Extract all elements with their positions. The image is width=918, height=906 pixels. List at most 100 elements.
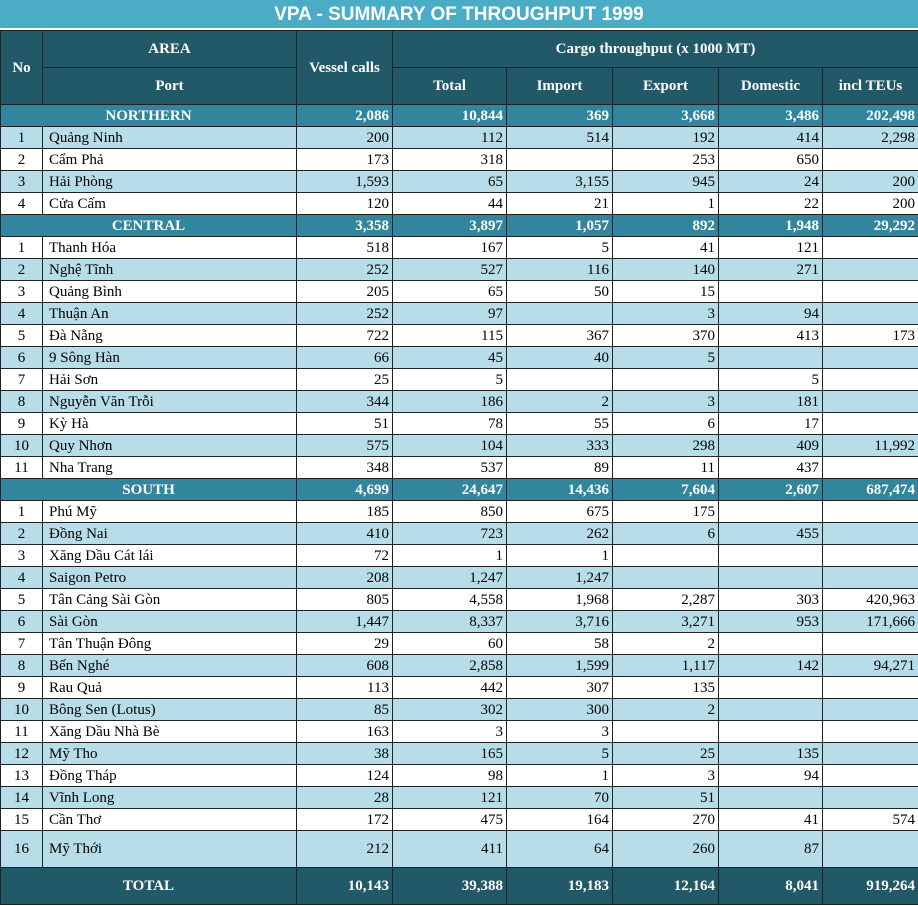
port-export: 298: [612, 434, 719, 457]
port-no: 7: [0, 632, 43, 655]
port-total: 1,247: [392, 566, 507, 589]
port-total: 65: [392, 280, 507, 303]
port-vessel-calls: 124: [296, 764, 393, 787]
port-import: [506, 148, 613, 171]
port-vessel-calls: 518: [296, 236, 393, 259]
port-domestic: [718, 566, 823, 589]
port-no: 3: [0, 280, 43, 303]
port-teus: 2,298: [821, 126, 918, 149]
region-name: SOUTH: [0, 478, 297, 501]
port-teus: [821, 544, 918, 567]
port-export: 2: [612, 632, 719, 655]
port-vessel-calls: 120: [296, 192, 393, 215]
region-domestic: 3,486: [718, 104, 823, 127]
sheet-title: VPA - SUMMARY OF THROUGHPUT 1999: [0, 0, 918, 30]
port-import: 1,968: [506, 588, 613, 611]
port-import: 21: [506, 192, 613, 215]
port-name: Thuận An: [42, 302, 297, 325]
port-no: 10: [0, 698, 43, 721]
port-total: 65: [392, 170, 507, 193]
table-row: 5 Đà Nẵng 722 115 367 370 413 173: [0, 324, 918, 347]
port-vessel-calls: 51: [296, 412, 393, 435]
port-name: Thanh Hóa: [42, 236, 297, 259]
port-name: Đồng Nai: [42, 522, 297, 545]
port-import: 89: [506, 456, 613, 479]
port-name: Quy Nhơn: [42, 434, 297, 457]
port-export: [612, 544, 719, 567]
port-import: 262: [506, 522, 613, 545]
port-total: 527: [392, 258, 507, 281]
port-teus: 11,992: [821, 434, 918, 457]
region-teus: 687,474: [821, 478, 918, 501]
port-domestic: 5: [718, 368, 823, 391]
port-vessel-calls: 722: [296, 324, 393, 347]
port-domestic: 303: [718, 588, 823, 611]
port-import: 50: [506, 280, 613, 303]
port-export: [612, 720, 719, 743]
port-vessel-calls: 1,593: [296, 170, 393, 193]
region-teus: 29,292: [821, 214, 918, 237]
port-vessel-calls: 163: [296, 720, 393, 743]
port-name: Tân Cảng Sài Gòn: [42, 588, 297, 611]
port-import: 116: [506, 258, 613, 281]
table-row: 7 Tân Thuận Đông 29 60 58 2: [0, 632, 918, 655]
header-area: AREA: [42, 30, 297, 68]
total-domestic: 8,041: [718, 867, 823, 905]
port-domestic: 437: [718, 456, 823, 479]
port-export: 135: [612, 676, 719, 699]
port-no: 1: [0, 126, 43, 149]
port-domestic: [718, 280, 823, 303]
port-total: 121: [392, 786, 507, 809]
port-vessel-calls: 28: [296, 786, 393, 809]
port-total: 115: [392, 324, 507, 347]
port-vessel-calls: 85: [296, 698, 393, 721]
port-import: 164: [506, 808, 613, 831]
table-row: 9 Rau Quả 113 442 307 135: [0, 676, 918, 699]
region-export: 892: [612, 214, 719, 237]
region-row: CENTRAL 3,358 3,897 1,057 892 1,948 29,292: [0, 214, 918, 237]
port-vessel-calls: 72: [296, 544, 393, 567]
region-vessel-calls: 4,699: [296, 478, 393, 501]
port-vessel-calls: 252: [296, 258, 393, 281]
port-teus: 420,963: [821, 588, 918, 611]
port-no: 3: [0, 170, 43, 193]
port-vessel-calls: 208: [296, 566, 393, 589]
port-export: 192: [612, 126, 719, 149]
port-vessel-calls: 348: [296, 456, 393, 479]
port-name: Quảng Bình: [42, 280, 297, 303]
port-teus: [821, 720, 918, 743]
port-teus: 200: [821, 170, 918, 193]
port-no: 7: [0, 368, 43, 391]
port-total: 442: [392, 676, 507, 699]
total-label: TOTAL: [0, 867, 297, 905]
port-import: 675: [506, 500, 613, 523]
port-export: 253: [612, 148, 719, 171]
port-no: 16: [0, 830, 43, 868]
port-domestic: 181: [718, 390, 823, 413]
port-no: 1: [0, 500, 43, 523]
total-total: 39,388: [392, 867, 507, 905]
port-teus: [821, 368, 918, 391]
port-no: 1: [0, 236, 43, 259]
table-row: 11 Xăng Dầu Nhà Bè 163 3 3: [0, 720, 918, 743]
port-name: Hải Phòng: [42, 170, 297, 193]
port-teus: [821, 676, 918, 699]
port-no: 4: [0, 302, 43, 325]
port-domestic: 94: [718, 302, 823, 325]
table-row: 2 Nghệ Tĩnh 252 527 116 140 271: [0, 258, 918, 281]
port-no: 2: [0, 148, 43, 171]
port-import: 64: [506, 830, 613, 868]
total-export: 12,164: [612, 867, 719, 905]
port-domestic: [718, 786, 823, 809]
table-row: 3 Quảng Bình 205 65 50 15: [0, 280, 918, 303]
port-teus: [821, 764, 918, 787]
port-domestic: [718, 544, 823, 567]
port-name: Rau Quả: [42, 676, 297, 699]
port-import: 514: [506, 126, 613, 149]
total-row: TOTAL 10,143 39,388 19,183 12,164 8,041 919,26…: [0, 867, 918, 905]
port-no: 2: [0, 522, 43, 545]
port-domestic: 271: [718, 258, 823, 281]
table-row: 10 Quy Nhơn 575 104 333 298 409 11,992: [0, 434, 918, 457]
port-total: 302: [392, 698, 507, 721]
port-teus: 94,271: [821, 654, 918, 677]
